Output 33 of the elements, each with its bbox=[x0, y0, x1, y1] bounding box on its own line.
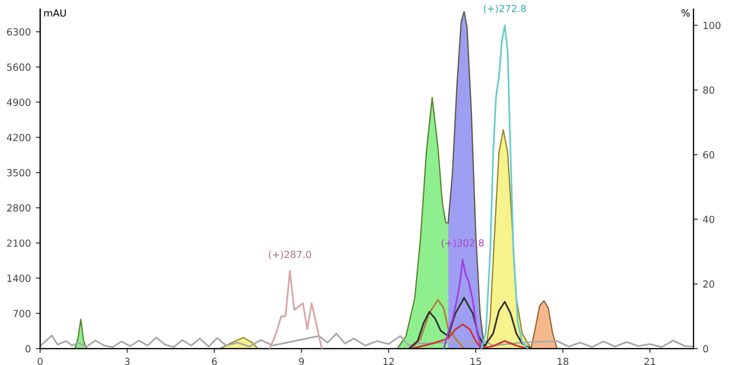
line-series bbox=[411, 298, 465, 349]
y2-tick-label: 20 bbox=[703, 280, 714, 288]
y-tick-label: 2800 bbox=[7, 204, 30, 212]
y-tick-label: 700 bbox=[13, 310, 30, 318]
x-tick-label: 18 bbox=[558, 358, 568, 365]
line-series bbox=[411, 324, 529, 349]
y-axis-title: mAU bbox=[44, 9, 66, 17]
line-series bbox=[442, 258, 482, 349]
y-tick-label: 6300 bbox=[7, 28, 30, 36]
y-tick-label: 3500 bbox=[7, 169, 30, 176]
annotation: (+)272.8 bbox=[484, 4, 526, 14]
y-tick-label: 2100 bbox=[7, 239, 30, 247]
y-tick-label: 0 bbox=[26, 345, 30, 352]
x-tick-label: 6 bbox=[212, 358, 217, 365]
line-series bbox=[408, 296, 532, 349]
x-tick-label: 9 bbox=[299, 358, 304, 365]
y2-tick-label: 40 bbox=[703, 216, 714, 224]
annotation: (+)287.0 bbox=[268, 250, 312, 260]
x-tick-label: 15 bbox=[470, 358, 482, 365]
y2-tick-label: 60 bbox=[703, 151, 714, 158]
y2-tick-label: 100 bbox=[704, 22, 720, 30]
y-tick-label: 4200 bbox=[6, 134, 30, 142]
x-tick-label: 12 bbox=[383, 358, 394, 365]
y2-axis-title: % bbox=[682, 9, 690, 17]
y2-tick-label: 0 bbox=[703, 345, 708, 352]
y-tick-label: 5600 bbox=[7, 63, 30, 71]
x-tick-label: 21 bbox=[644, 358, 656, 365]
y2-tick-label: 80 bbox=[703, 86, 714, 94]
y-tick-label: 1400 bbox=[7, 274, 30, 282]
x-tick-label: 3 bbox=[124, 358, 130, 365]
line-series bbox=[268, 270, 323, 349]
y-tick-label: 4900 bbox=[6, 98, 30, 106]
x-tick-label: 0 bbox=[38, 358, 43, 365]
